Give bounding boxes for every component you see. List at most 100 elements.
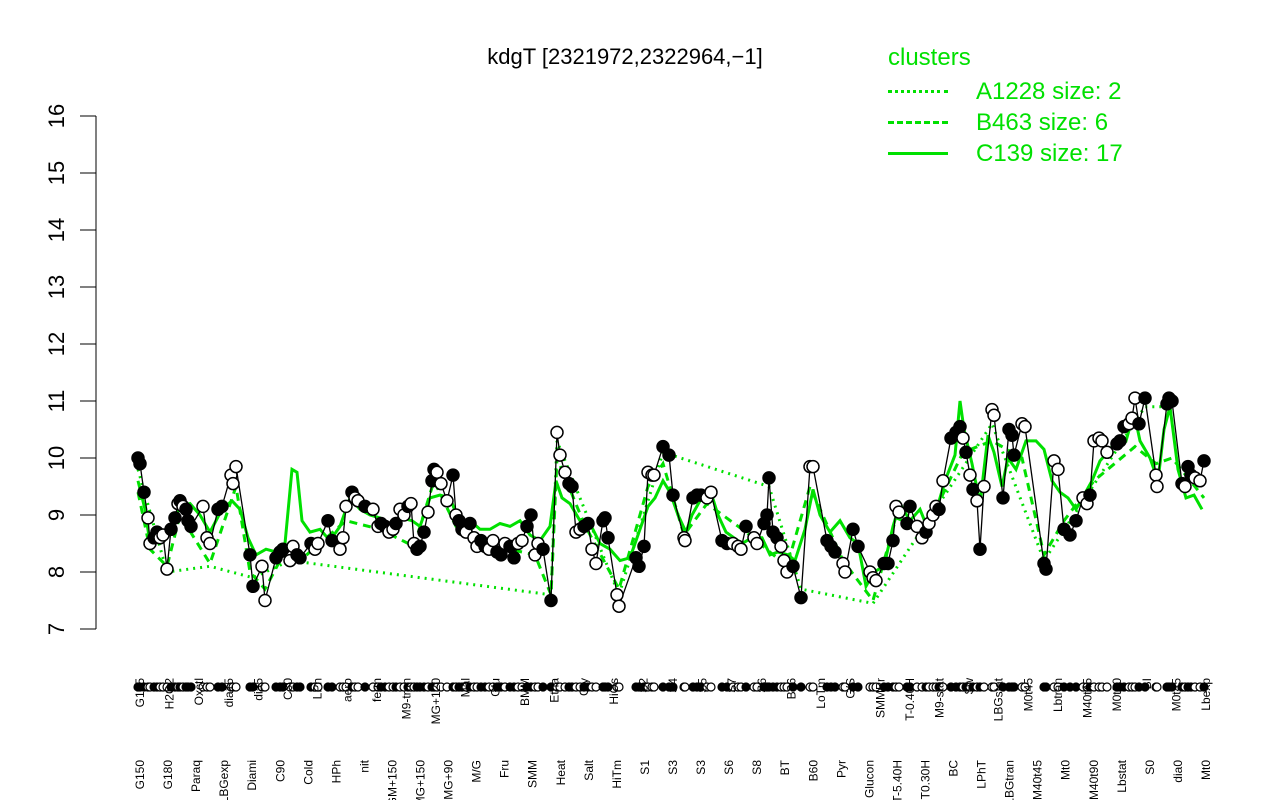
data-point xyxy=(956,431,970,445)
data-point xyxy=(389,516,403,531)
x-tick-labels: G135 H2O2 Oxctl dia15 dia5 C30 LPh aero ferm M9-t… xyxy=(133,677,1213,800)
data-point xyxy=(486,533,500,548)
data-point xyxy=(838,565,852,579)
data-point xyxy=(786,559,800,574)
x-tick-label: S3 xyxy=(666,760,680,775)
legend: clusters A1228 size: 2 B463 size: 6 C139… xyxy=(888,44,1123,169)
data-point xyxy=(164,522,178,537)
data-point xyxy=(507,551,521,565)
x-tick-label: S6 xyxy=(722,760,736,775)
data-point xyxy=(610,588,624,602)
x-tick-label: HPh xyxy=(329,760,343,783)
data-point xyxy=(851,539,865,554)
x-tick-label: S2 xyxy=(636,678,650,693)
data-point xyxy=(903,499,917,514)
data-point xyxy=(168,511,182,525)
data-point xyxy=(550,425,564,440)
data-point xyxy=(774,539,788,554)
data-point xyxy=(1193,474,1207,488)
x-tick-label: SMM xyxy=(526,760,540,788)
data-point xyxy=(430,465,444,480)
data-point xyxy=(366,502,380,517)
x-tick-label: S4 xyxy=(666,678,680,693)
chart-title: kdgT [2321972,2322964,−1] xyxy=(487,44,763,69)
x-tick-label: nit xyxy=(357,759,371,772)
x-tick-label: Fru xyxy=(498,760,512,778)
data-point xyxy=(553,448,567,462)
data-point xyxy=(133,456,147,471)
x-tick-label: S6 xyxy=(755,678,769,693)
data-point xyxy=(1100,445,1114,460)
y-tick-label: 10 xyxy=(44,446,69,470)
data-point xyxy=(750,536,764,551)
x-tick-label: LPh xyxy=(311,678,325,699)
x-tick-label: Salt xyxy=(582,759,596,780)
data-point xyxy=(137,485,151,499)
legend-title: clusters xyxy=(888,44,971,71)
x-tick-label: M0t45 xyxy=(1169,678,1183,712)
x-tick-label: T-0.40H xyxy=(903,678,917,721)
x-tick-label: S5 xyxy=(696,678,710,693)
data-point xyxy=(828,545,842,559)
data-point xyxy=(1007,448,1021,462)
data-point xyxy=(311,536,325,551)
data-point xyxy=(558,465,572,480)
x-tick-label: S1 xyxy=(638,760,652,775)
data-point xyxy=(255,559,269,574)
y-tick-label: 14 xyxy=(44,218,69,242)
data-point xyxy=(881,556,895,571)
data-point xyxy=(1095,434,1109,448)
data-point xyxy=(229,459,243,474)
x-tick-label: Diami xyxy=(245,760,259,791)
x-tick-label: LoTm xyxy=(814,678,828,709)
data-point xyxy=(179,502,193,517)
x-tick-label: S8 xyxy=(750,760,764,775)
data-point xyxy=(932,502,946,517)
data-point xyxy=(434,476,448,491)
data-point xyxy=(1165,394,1179,408)
dotted-line-icon xyxy=(888,90,948,93)
x-tick-label: M40t45 xyxy=(1031,760,1045,800)
data-point xyxy=(1051,462,1065,477)
x-tick-label: Mt0 xyxy=(1059,760,1073,780)
data-point xyxy=(520,519,534,534)
data-point xyxy=(463,516,477,531)
data-point xyxy=(598,511,612,525)
data-point xyxy=(160,562,174,576)
data-point xyxy=(1083,488,1097,502)
data-point xyxy=(1018,419,1032,434)
x-tick-label: Lbstat xyxy=(1115,759,1129,792)
x-tick-label: Heat xyxy=(554,759,568,785)
data-point xyxy=(243,548,257,562)
x-tick-label: M9-stat xyxy=(933,677,947,718)
data-point xyxy=(996,491,1010,505)
y-tick-label: 7 xyxy=(44,623,69,635)
data-point xyxy=(1113,434,1127,448)
solid-line-icon xyxy=(888,152,948,155)
legend-entry-c139: C139 size: 17 xyxy=(888,138,1123,169)
x-tick-label: LBGexp xyxy=(217,760,231,800)
data-point xyxy=(678,533,692,548)
data-point xyxy=(734,542,748,556)
data-point xyxy=(963,468,977,482)
x-tick-label: LBGstat xyxy=(992,677,1006,721)
x-tick-label: T-5.40H xyxy=(890,760,904,800)
data-point xyxy=(246,579,260,594)
data-point xyxy=(1132,417,1146,431)
x-tick-label: S0 xyxy=(1143,760,1157,775)
x-tick-label: G180 xyxy=(161,760,175,790)
data-point xyxy=(585,542,599,556)
data-point xyxy=(258,593,272,608)
x-tick-label: Oxctl xyxy=(192,678,206,705)
x-tick-label: G150 xyxy=(133,760,147,790)
y-tick-label: 12 xyxy=(44,332,69,356)
data-point xyxy=(632,559,646,574)
data-point xyxy=(336,531,350,545)
data-point xyxy=(565,479,579,494)
legend-entry-a1228: A1228 size: 2 xyxy=(888,76,1123,107)
data-point xyxy=(846,522,860,537)
x-tick-label: BMM xyxy=(518,678,532,706)
data-point xyxy=(1138,391,1152,405)
x-tick-label: C30 xyxy=(281,678,295,700)
data-point xyxy=(184,519,198,534)
